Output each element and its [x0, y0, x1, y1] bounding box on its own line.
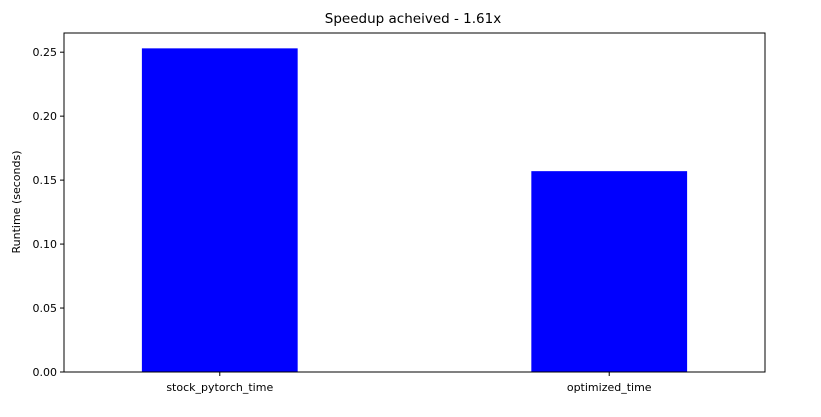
- plot-area-frame: [63, 32, 766, 373]
- y-tick-label: 0.00: [33, 366, 58, 379]
- y-tick-label: 0.10: [33, 238, 58, 251]
- x-tick-label: stock_pytorch_time: [166, 381, 273, 394]
- x-tick-label: optimized_time: [567, 381, 652, 394]
- y-axis-ticks: 0.00 0.05 0.10 0.15 0.20 0.25: [33, 46, 64, 379]
- bars-group: [141, 48, 688, 372]
- y-tick-label: 0.05: [33, 302, 58, 315]
- y-tick-label: 0.20: [33, 110, 58, 123]
- chart-title: Speedup acheived - 1.61x: [325, 11, 501, 27]
- bar-stock-pytorch-time: [141, 48, 298, 372]
- x-axis-ticks: stock_pytorch_time optimized_time: [166, 372, 652, 394]
- y-axis-label: Runtime (seconds): [10, 151, 23, 254]
- y-tick-label: 0.15: [33, 174, 58, 187]
- y-tick-label: 0.25: [33, 46, 58, 59]
- bar-optimized-time: [531, 171, 688, 372]
